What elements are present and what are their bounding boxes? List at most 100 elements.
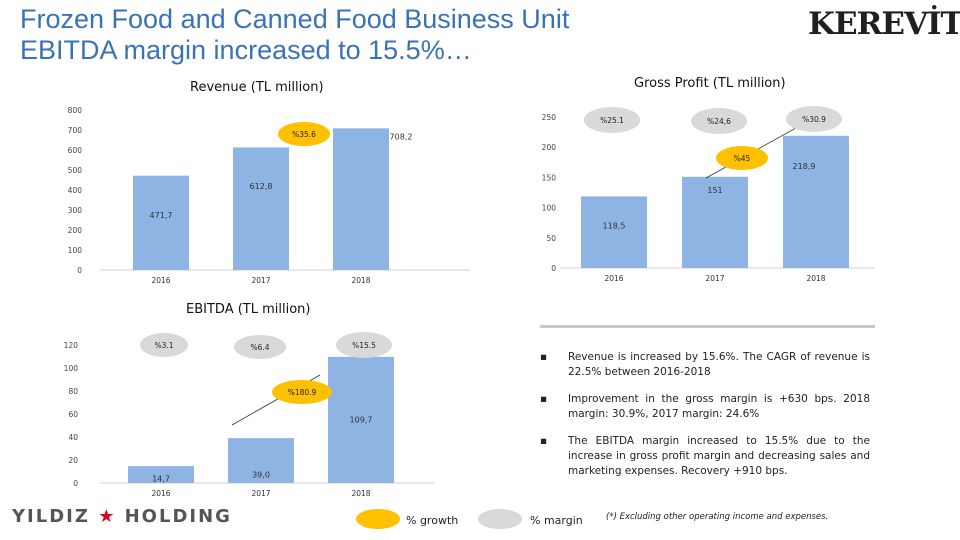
revenue-value-label: 471,7	[150, 211, 173, 220]
gross-profit-ytick-label: 100	[542, 204, 557, 213]
gross-profit-x-labels: 2016 2017 2018	[604, 274, 825, 283]
ebitda-margin-label: %6.4	[250, 343, 269, 352]
ebitda-margin-label: %3.1	[154, 341, 173, 350]
slide-title-line2: EBITDA margin increased to 15.5%…	[20, 35, 472, 65]
gross-profit-ytick-label: 200	[542, 143, 557, 152]
gross-profit-trend	[705, 118, 813, 179]
gross-profit-x-label: 2018	[806, 274, 825, 283]
revenue-ytick-label: 700	[68, 126, 83, 135]
revenue-chart: 0 100 200 300 400 500 600 700 800 471,7 612,8 708,…	[68, 106, 470, 285]
gross-profit-margin-bubble	[786, 106, 842, 132]
gross-profit-divider	[540, 325, 875, 328]
revenue-ytick-label: 300	[68, 206, 83, 215]
ebitda-value-label: 109,7	[350, 415, 373, 424]
revenue-ytick-label: 400	[68, 186, 83, 195]
ebitda-margin-bubble	[140, 333, 188, 357]
revenue-value-label: 612,8	[250, 182, 273, 191]
ebitda-ytick-label: 60	[68, 410, 78, 419]
revenue-bar	[233, 147, 289, 270]
ebitda-chart-title: EBITDA (TL million)	[186, 302, 311, 317]
ebitda-yticks: 0 20 40 60 80 100 120	[64, 341, 79, 488]
revenue-ytick-label: 800	[68, 106, 83, 115]
ebitda-ytick-label: 100	[64, 364, 79, 373]
gross-profit-ytick-label: 0	[551, 264, 556, 273]
revenue-x-label: 2017	[251, 276, 270, 285]
slide-title: Frozen Food and Canned Food Business Uni…	[20, 4, 569, 66]
revenue-value-labels: 471,7 612,8 708,2	[150, 133, 413, 220]
bullet-dot: ▪	[540, 435, 548, 447]
footnote: (*) Excluding other operating income and…	[606, 512, 829, 522]
ebitda-x-label: 2017	[251, 489, 270, 498]
bullet-ebitda-text: The EBITDA margin increased to 15.5% due…	[568, 435, 870, 477]
bullet-ebitda: ▪ The EBITDA margin increased to 15.5% du…	[540, 434, 870, 479]
revenue-value-label: 708,2	[390, 133, 413, 142]
ebitda-margin-bubble	[336, 332, 392, 358]
yildiz-holding-logo-word1: YILDIZ	[12, 506, 90, 527]
bullet-revenue: ▪ Revenue is increased by 15.6%. The CAGR…	[540, 350, 870, 380]
star-icon: ★	[98, 506, 117, 527]
growth-legend-label: % growth	[406, 514, 459, 527]
ebitda-margin-label: %15.5	[352, 341, 376, 350]
gross-profit-value-label: 218,9	[793, 162, 816, 171]
revenue-ytick-label: 200	[68, 226, 83, 235]
ebitda-ytick-label: 20	[68, 456, 78, 465]
margin-legend-swatch	[478, 509, 522, 529]
ebitda-bars	[128, 356, 394, 483]
revenue-chart-title: Revenue (TL million)	[190, 80, 324, 95]
revenue-annotations: %35.6	[278, 122, 330, 146]
revenue-x-labels: 2016 2017 2018	[151, 276, 370, 285]
gross-profit-value-label: 118,5	[603, 222, 626, 231]
gross-profit-value-label: 151	[707, 186, 722, 195]
ebitda-growth-bubble	[272, 380, 332, 404]
revenue-growth-bubble	[278, 122, 330, 146]
slide-title-line1: Frozen Food and Canned Food Business Uni…	[20, 4, 570, 34]
gross-profit-margin-label: %30.9	[802, 115, 826, 124]
ebitda-value-label: 14,7	[152, 474, 170, 483]
ebitda-ytick-label: 40	[68, 433, 78, 442]
revenue-bar	[333, 128, 389, 270]
revenue-growth-label: %35.6	[292, 130, 316, 139]
growth-legend-swatch	[356, 509, 400, 529]
gross-profit-bars	[581, 135, 849, 268]
revenue-bar	[133, 175, 189, 270]
revenue-x-label: 2016	[151, 276, 170, 285]
gross-profit-chart-title: Gross Profit (TL million)	[634, 76, 786, 91]
gross-profit-bar	[682, 176, 748, 268]
bullet-revenue-text: Revenue is increased by 15.6%. The CAGR …	[568, 351, 870, 378]
gross-profit-annotations: %25.1 %24,6 %30.9 %45	[584, 106, 842, 170]
yildiz-holding-logo: YILDIZ ★ HOLDING	[12, 506, 232, 527]
ebitda-value-label: 39,0	[252, 471, 270, 480]
ebitda-ytick-label: 120	[64, 341, 79, 350]
yildiz-holding-logo-word2: HOLDING	[124, 506, 232, 527]
revenue-ytick-label: 500	[68, 166, 83, 175]
kerevitas-logo: KEREVİTAŞ	[808, 6, 960, 42]
gross-profit-x-label: 2016	[604, 274, 623, 283]
revenue-yticks: 0 100 200 300 400 500 600 700 800	[68, 106, 83, 275]
ebitda-bar	[128, 466, 194, 483]
summary-bullets: ▪ Revenue is increased by 15.6%. The CAGR…	[540, 350, 870, 491]
revenue-ytick-label: 100	[68, 246, 83, 255]
gross-profit-margin-bubble	[691, 108, 747, 134]
bullet-dot: ▪	[540, 351, 548, 363]
ebitda-ytick-label: 80	[68, 387, 78, 396]
ebitda-margin-bubble	[234, 335, 286, 359]
ebitda-x-label: 2018	[351, 489, 370, 498]
gross-profit-value-labels: 118,5 151 218,9	[603, 162, 816, 231]
bullet-dot: ▪	[540, 393, 548, 405]
revenue-bars	[133, 128, 389, 270]
revenue-ytick-label: 0	[77, 266, 82, 275]
ebitda-value-labels: 14,7 39,0 109,7	[152, 415, 372, 483]
revenue-x-label: 2018	[351, 276, 370, 285]
ebitda-growth-label: %180.9	[288, 388, 317, 397]
ebitda-bar	[328, 356, 394, 483]
ebitda-x-labels: 2016 2017 2018	[151, 489, 370, 498]
gross-profit-margin-label: %25.1	[600, 116, 624, 125]
gross-profit-yticks: 0 50 100 150 200 250	[542, 113, 557, 273]
ebitda-ytick-label: 0	[73, 479, 78, 488]
gross-profit-x-label: 2017	[705, 274, 724, 283]
margin-legend-label: % margin	[530, 514, 583, 527]
revenue-ytick-label: 600	[68, 146, 83, 155]
ebitda-x-label: 2016	[151, 489, 170, 498]
